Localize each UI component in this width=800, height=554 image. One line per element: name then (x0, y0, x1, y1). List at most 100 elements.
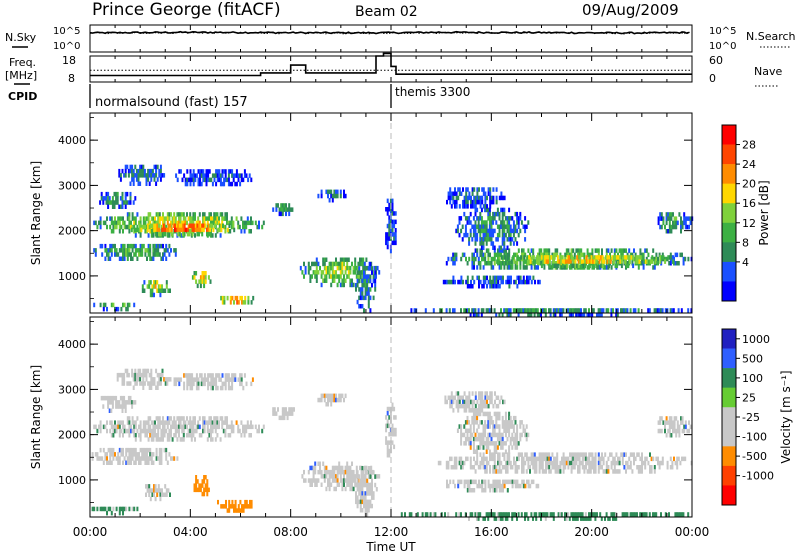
echo-cell (386, 406, 389, 412)
echo-cell (521, 248, 523, 253)
echo-cell (476, 460, 479, 466)
power-colorbar-tick-label: 4 (742, 256, 749, 269)
echo-cell (686, 224, 689, 230)
echo-cell (335, 474, 337, 479)
echo-cell (288, 411, 291, 416)
echo-cell (258, 428, 260, 434)
echo-cell (514, 308, 517, 313)
echo-cell (248, 229, 251, 234)
echo-cell (369, 503, 372, 509)
echo-cell (486, 399, 488, 405)
echo-cell (449, 195, 452, 201)
echo-cell (487, 211, 490, 217)
echo-cell (524, 259, 527, 264)
echo-cell (652, 265, 655, 270)
echo-cell (93, 424, 96, 430)
echo-cell (484, 275, 487, 281)
echo-cell (116, 191, 119, 197)
echo-cell (388, 215, 391, 220)
echo-cell (627, 255, 630, 260)
echo-cell (126, 368, 129, 374)
echo-cell (347, 474, 350, 479)
echo-cell (210, 433, 212, 438)
echo-cell (564, 516, 566, 521)
echo-cell (327, 193, 329, 199)
echo-cell (219, 212, 222, 217)
echo-cell (240, 177, 243, 183)
echo-cell (479, 432, 482, 438)
echo-cell (556, 452, 559, 457)
echo-cell (206, 487, 209, 493)
echo-cell (508, 237, 511, 242)
echo-cell (341, 282, 344, 288)
echo-cell (219, 181, 222, 187)
echo-cell (232, 220, 235, 226)
echo-cell (541, 252, 544, 258)
echo-cell (506, 479, 509, 485)
echo-cell (481, 460, 483, 466)
echo-cell (474, 460, 477, 466)
echo-cell (230, 224, 233, 230)
echo-cell (176, 428, 179, 434)
echo-cell (199, 177, 202, 183)
echo-cell (214, 216, 217, 221)
echo-cell (500, 220, 503, 225)
echo-cell (111, 404, 114, 409)
echo-cell (221, 416, 224, 421)
echo-cell (495, 424, 498, 429)
echo-cell (457, 391, 460, 396)
echo-cell (140, 164, 143, 170)
echo-cell (235, 173, 238, 178)
echo-cell (146, 216, 148, 221)
echo-cell (594, 456, 597, 462)
echo-cell (160, 460, 163, 465)
echo-cell (170, 231, 173, 237)
echo-cell (250, 381, 253, 387)
echo-cell (551, 465, 554, 470)
echo-cell (108, 200, 111, 205)
echo-cell (325, 274, 328, 279)
echo-cell (655, 308, 658, 313)
echo-cell (476, 445, 479, 450)
echo-cell (240, 420, 243, 425)
echo-cell (519, 216, 522, 221)
echo-cell (116, 196, 119, 201)
echo-cell (202, 381, 205, 387)
range-tick-label: 4000 (58, 134, 86, 147)
echo-cell (307, 478, 310, 483)
echo-cell (106, 460, 108, 465)
echo-cell (462, 204, 464, 209)
echo-cell (556, 248, 559, 253)
echo-cell (503, 483, 506, 489)
echo-cell (490, 284, 493, 289)
echo-cell (551, 252, 554, 258)
echo-cell (670, 224, 673, 230)
echo-cell (311, 478, 313, 483)
echo-cell (540, 465, 543, 470)
echo-cell (206, 227, 208, 233)
echo-cell (336, 189, 339, 195)
echo-cell (195, 279, 198, 284)
echo-cell (98, 220, 100, 226)
echo-cell (469, 512, 472, 517)
echo-cell (120, 243, 123, 249)
echo-cell (135, 177, 138, 182)
echo-cell (508, 428, 511, 433)
echo-cell (632, 308, 635, 313)
echo-cell (221, 212, 224, 217)
echo-cell (666, 465, 669, 470)
echo-cell (638, 255, 641, 260)
echo-cell (645, 512, 648, 517)
echo-cell (608, 259, 611, 264)
echo-cell (250, 216, 252, 221)
echo-cell (166, 220, 169, 226)
echo-cell (485, 308, 488, 313)
echo-cell (189, 173, 192, 178)
echo-cell (509, 436, 512, 442)
velocity-echo-region (193, 475, 210, 497)
echo-cell (315, 482, 318, 487)
echo-cell (366, 512, 369, 517)
time-axis-ticks: 00:00 04:00 08:00 12:00 16:00 20:00 00:00 (73, 25, 709, 539)
echo-cell (481, 199, 484, 205)
echo-cell (330, 397, 333, 403)
